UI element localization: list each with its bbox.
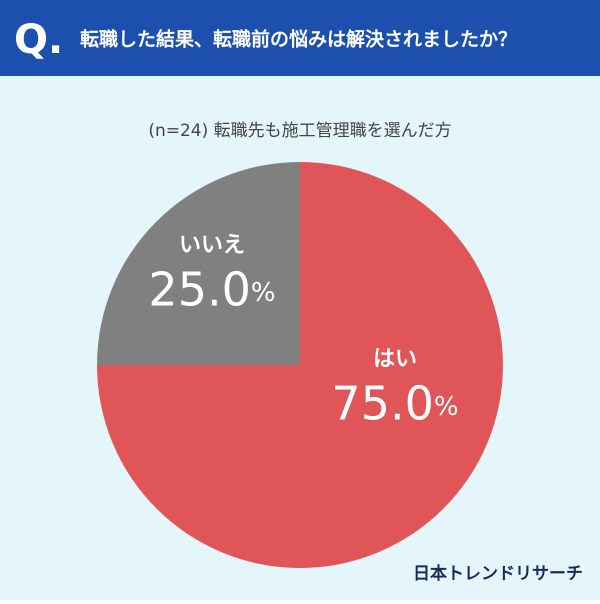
question-badge: Q. (14, 17, 63, 63)
pie-slice (97, 162, 300, 365)
chart-title: 転職した結果、転職前の悩みは解決されましたか？ (80, 28, 517, 51)
chart-subtitle: (n=24) 転職先も施工管理職を選んだ方 (148, 121, 451, 141)
category-label: はい (373, 347, 417, 372)
source: 日本トレンドリサーチ (413, 563, 583, 584)
category-label: いいえ (179, 233, 245, 258)
header-band (0, 0, 600, 76)
